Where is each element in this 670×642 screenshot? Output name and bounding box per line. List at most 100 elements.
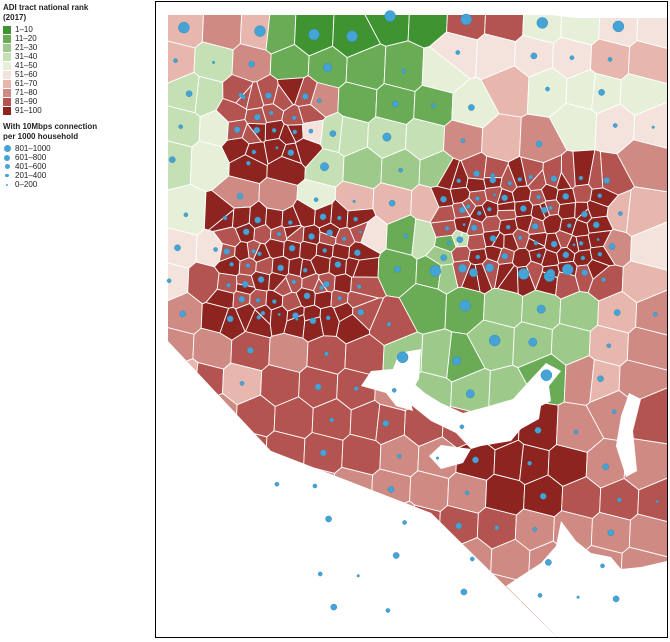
- connection-dot: [489, 235, 497, 242]
- connection-dot: [174, 244, 181, 252]
- census-tract: [295, 137, 324, 169]
- connection-dot: [384, 10, 396, 22]
- connection-dot: [617, 497, 622, 503]
- adi-legend-row: 61–70: [3, 79, 153, 88]
- connection-dot: [291, 115, 297, 121]
- connection-dot: [247, 347, 254, 354]
- connection-dot: [539, 492, 547, 500]
- adi-legend-label: 81–90: [15, 97, 38, 106]
- connection-dot: [601, 277, 606, 282]
- connection-dot: [606, 343, 612, 349]
- connection-dot: [248, 60, 255, 68]
- connection-legend-dot: [6, 183, 8, 186]
- connection-dot: [465, 389, 475, 399]
- connection-legend-dot: [4, 154, 10, 161]
- connection-dot: [598, 89, 605, 96]
- connection-dot: [469, 268, 478, 278]
- adi-legend-title-line1: ADI tract national rank: [3, 3, 89, 12]
- adi-legend-label: 21–30: [15, 43, 38, 52]
- connection-dot: [323, 280, 330, 288]
- census-tract: [201, 15, 243, 51]
- connection-dot: [397, 454, 402, 459]
- connection-dot: [456, 236, 462, 242]
- adi-legend-swatch: [3, 106, 11, 115]
- connection-dot: [401, 68, 407, 74]
- connection-dot: [287, 149, 295, 156]
- connection-dot: [436, 456, 440, 460]
- connection-dot: [329, 417, 335, 423]
- census-tract: [281, 205, 302, 229]
- connection-dot: [501, 194, 508, 202]
- connection-dot: [173, 58, 178, 63]
- connection-dot: [229, 261, 234, 267]
- adi-legend-label: 61–70: [15, 79, 38, 88]
- adi-legend-swatch: [3, 61, 11, 70]
- connection-dot: [608, 243, 616, 250]
- connection-dot: [330, 603, 338, 611]
- connection-dot: [472, 456, 479, 464]
- connection-dot: [396, 351, 409, 363]
- connection-dot: [612, 595, 620, 603]
- connection-dot: [257, 276, 265, 283]
- connection-legend-row: 201–400: [3, 171, 153, 180]
- connection-dot: [548, 205, 553, 211]
- connection-legend-label: 0–200: [15, 180, 38, 189]
- water-body: [429, 445, 471, 469]
- adi-legend-title: ADI tract national rank (2017): [3, 3, 153, 23]
- connection-legend-label: 801–1000: [15, 144, 51, 153]
- connection-dot: [460, 138, 466, 143]
- adi-legend-label: 71–80: [15, 88, 38, 97]
- connection-dot: [611, 409, 617, 415]
- connection-dot: [494, 525, 500, 531]
- connection-dot: [314, 383, 322, 391]
- connection-dot: [254, 113, 261, 121]
- connection-dot: [537, 593, 543, 598]
- adi-legend-row: 81–90: [3, 97, 153, 106]
- connection-legend-label: 401–600: [15, 162, 47, 171]
- connection-dot: [251, 248, 256, 254]
- adi-legend-row: 21–30: [3, 43, 153, 52]
- connection-dot: [353, 386, 359, 391]
- census-tracts: [168, 15, 667, 637]
- connection-dot: [455, 50, 461, 55]
- connection-dot: [402, 520, 407, 525]
- census-tract: [450, 245, 471, 263]
- connection-dot: [489, 334, 501, 347]
- connection-dot: [242, 228, 250, 236]
- connection-dot: [325, 515, 332, 523]
- connection-dots: [166, 10, 659, 613]
- water-body: [506, 521, 667, 637]
- adi-legend-row: 31–40: [3, 52, 153, 61]
- census-tract: [587, 230, 612, 249]
- census-tract: [628, 513, 667, 559]
- census-tract: [383, 40, 425, 92]
- census-tract: [627, 40, 667, 86]
- connection-dot: [507, 180, 513, 186]
- connection-dot: [337, 295, 342, 301]
- connection-dot: [388, 199, 396, 207]
- connection-dot: [265, 92, 272, 99]
- connection-dot: [470, 224, 478, 232]
- connection-dot: [322, 248, 328, 253]
- connection-dot: [359, 230, 363, 234]
- census-tract: [352, 297, 385, 332]
- connection-dot: [245, 263, 251, 268]
- connection-dot: [356, 284, 362, 289]
- outside-area: [156, 345, 557, 637]
- connection-dot: [530, 52, 538, 60]
- connection-dot: [326, 229, 334, 236]
- connection-dot: [213, 247, 218, 252]
- connection-dot: [462, 223, 466, 227]
- connection-dot: [459, 424, 465, 430]
- connection-dot: [459, 300, 471, 312]
- connection-dot: [581, 210, 588, 218]
- connection-dot: [596, 237, 600, 241]
- adi-legend-label: 31–40: [15, 52, 38, 61]
- connection-dot: [316, 98, 322, 103]
- connection-dot: [168, 156, 176, 163]
- connection-dot: [319, 449, 327, 457]
- connection-dot: [578, 241, 584, 246]
- connection-dot: [460, 13, 472, 26]
- connection-dot: [222, 215, 228, 221]
- connection-legend-dot: [3, 145, 11, 152]
